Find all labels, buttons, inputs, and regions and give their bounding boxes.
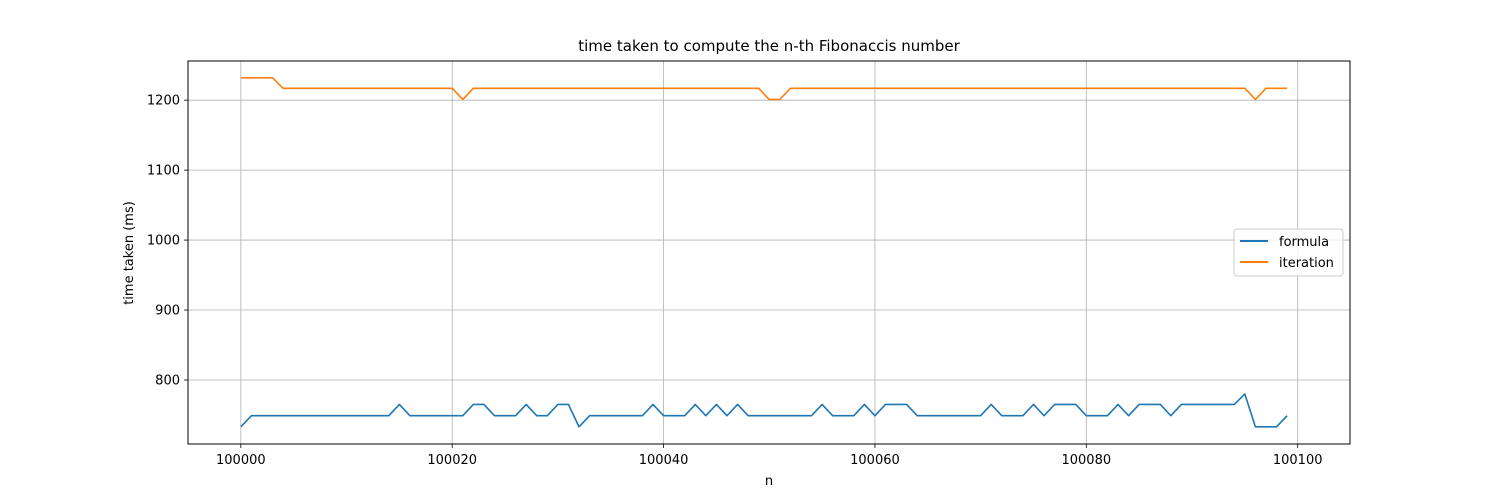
- series-line-iteration: [240, 76, 1288, 101]
- legend-label-iteration: iteration: [1279, 256, 1334, 271]
- y-tick-label: 800: [155, 373, 180, 388]
- y-tick-label: 900: [155, 304, 180, 319]
- x-tick-label: 100080: [1061, 453, 1111, 468]
- legend: formula iteration: [1233, 228, 1344, 277]
- series-lines: [240, 76, 1288, 428]
- x-tick-label: 100000: [216, 453, 266, 468]
- x-tick-label: 100060: [850, 453, 900, 468]
- y-tick-label: 1100: [147, 164, 180, 179]
- x-tick-label: 100040: [639, 453, 689, 468]
- x-tick-label: 100020: [427, 453, 477, 468]
- series-line-formula: [240, 393, 1288, 428]
- x-axis-label: n: [765, 474, 773, 489]
- legend-label-formula: formula: [1279, 235, 1329, 250]
- plot-area-frame: [187, 60, 1351, 445]
- y-tick-label: 1200: [147, 94, 180, 109]
- y-tick-label: 1000: [147, 234, 180, 249]
- axis-ticks: 100000 100020 100040 100060 100080 100100 800 9…: [147, 94, 1323, 468]
- y-axis-label: time taken (ms): [122, 201, 137, 305]
- chart-title: time taken to compute the n-th Fibonacci…: [578, 37, 960, 55]
- x-tick-label: 100100: [1273, 453, 1323, 468]
